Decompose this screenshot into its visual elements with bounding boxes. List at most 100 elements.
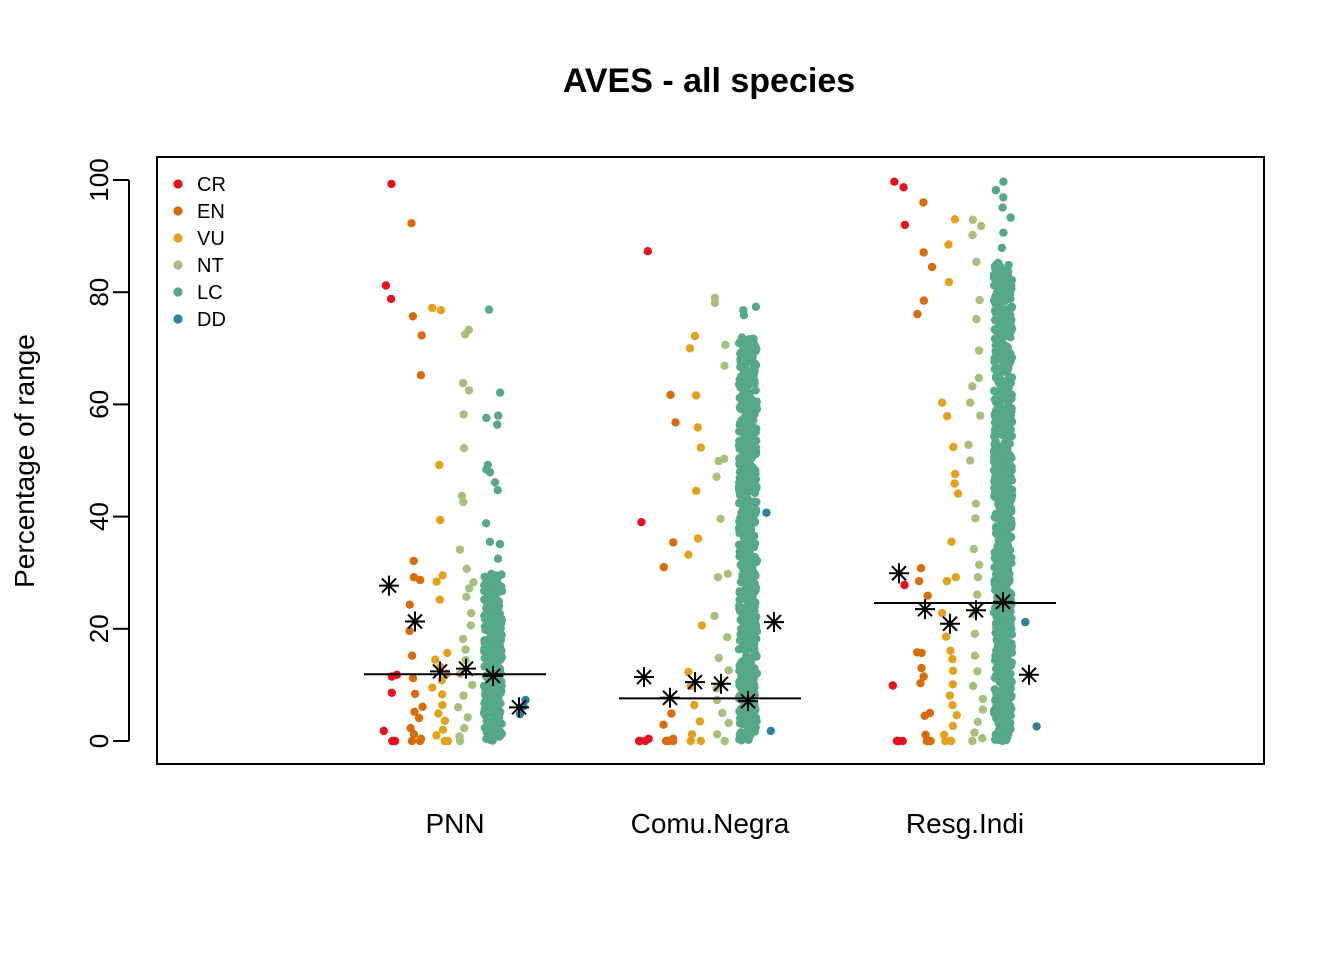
data-point-lc (740, 594, 749, 604)
y-tick-label: 100 (84, 158, 114, 201)
data-point-en (919, 198, 928, 207)
data-point-lc (997, 305, 1007, 314)
data-point-en (919, 248, 928, 257)
data-point-nt (460, 723, 469, 733)
data-point-lc (738, 524, 748, 533)
data-point-nt (970, 651, 980, 660)
data-point-lc (745, 634, 754, 644)
data-point-lc (495, 539, 505, 549)
data-point-lc (493, 486, 502, 495)
data-point-nt (968, 215, 978, 224)
data-point-cr (898, 736, 907, 746)
median-lines (364, 601, 1056, 700)
data-point-en (923, 591, 932, 600)
data-point-nt (458, 378, 468, 388)
data-point-nt (972, 257, 981, 267)
data-point-lc (750, 539, 760, 548)
data-point-vu (691, 391, 701, 400)
data-point-lc (997, 477, 1006, 486)
data-point-nt (465, 584, 474, 593)
data-point-en (916, 564, 926, 573)
data-point-nt (459, 444, 469, 453)
data-point-lc (749, 479, 758, 489)
legend-item-lc: LC (173, 282, 223, 304)
data-point-nt (464, 386, 474, 395)
data-point-nt (458, 634, 468, 644)
data-point-en (408, 674, 418, 683)
category-label: Comu.Negra (631, 808, 790, 839)
data-point-lc (1007, 302, 1017, 312)
data-point-lc (1000, 563, 1009, 573)
data-point-lc (745, 602, 755, 611)
data-point-vu (951, 573, 960, 582)
data-point-vu (951, 469, 960, 479)
legend-label: CR (197, 174, 226, 196)
data-point-lc (736, 630, 745, 639)
data-point-cr (386, 294, 396, 304)
mean-marker-lc (738, 691, 758, 712)
legend-swatch (173, 314, 183, 324)
data-point-vu (948, 680, 957, 689)
data-point-lc (750, 488, 760, 498)
data-point-lc (999, 193, 1008, 202)
data-point-lc (745, 388, 754, 398)
legend-item-vu: VU (173, 228, 225, 250)
data-point-en (913, 309, 922, 319)
y-axis-label: Percentage of range (9, 334, 40, 588)
data-point-vu (435, 460, 444, 470)
data-point-cr (890, 177, 899, 186)
data-point-lc (745, 674, 755, 684)
data-point-lc (735, 403, 745, 412)
legend: CR EN VU NT LC DD (173, 174, 226, 331)
data-point-nt (968, 230, 977, 240)
data-point-nt (723, 633, 732, 642)
legend-swatch (173, 179, 183, 189)
data-point-lc (751, 302, 761, 311)
data-point-nt (976, 411, 985, 420)
data-point-en (407, 736, 417, 746)
data-point-vu (693, 423, 702, 432)
mean-marker-en (405, 611, 425, 632)
data-point-lc (735, 588, 744, 597)
data-point-vu (937, 398, 947, 407)
data-point-vu (440, 716, 450, 725)
data-point-nt (714, 456, 723, 466)
data-point-vu (438, 700, 447, 710)
mean-marker-cr (379, 575, 399, 596)
data-point-lc (744, 660, 754, 669)
data-point-lc (752, 717, 761, 726)
mean-marker-dd (764, 612, 784, 633)
data-point-cr (381, 281, 391, 290)
data-point-lc (1002, 350, 1012, 359)
data-point-lc (989, 608, 999, 617)
y-tick-label: 0 (84, 734, 114, 748)
data-point-lc (743, 709, 752, 718)
data-point-lc (1002, 639, 1012, 648)
data-point-lc (738, 719, 747, 729)
data-point-nt (978, 705, 988, 714)
data-point-vu (950, 479, 959, 488)
data-point-lc (995, 621, 1004, 630)
data-point-en (417, 331, 426, 340)
category-label: Resg.Indi (906, 808, 1024, 839)
data-point-vu (690, 331, 700, 341)
data-point-cr (900, 220, 910, 230)
data-point-vu (695, 717, 705, 726)
mean-marker-nt (456, 658, 476, 679)
data-point-lc (1000, 266, 1009, 276)
data-point-lc (999, 228, 1008, 237)
data-point-nt (459, 691, 468, 700)
data-point-nt (966, 398, 975, 407)
y-tick-label: 20 (84, 614, 114, 643)
data-point-cr (390, 736, 399, 746)
data-point-lc (993, 547, 1002, 556)
data-point-dd (762, 508, 771, 517)
data-point-vu (948, 721, 958, 731)
data-point-lc (494, 411, 503, 420)
data-point-en (415, 575, 425, 585)
legend-item-cr: CR (173, 174, 226, 196)
data-point-lc (994, 633, 1004, 642)
data-point-vu (946, 646, 955, 655)
data-point-lc (1007, 691, 1016, 700)
data-point-lc (747, 568, 756, 577)
